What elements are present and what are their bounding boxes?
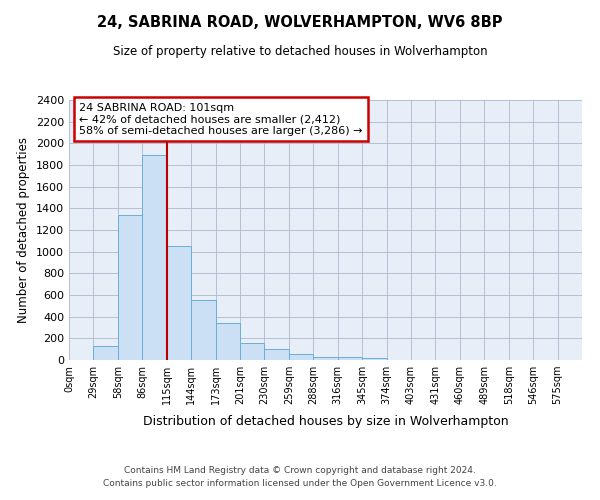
- Bar: [167, 246, 191, 360]
- Bar: [240, 342, 265, 360]
- Text: 24, SABRINA ROAD, WOLVERHAMPTON, WV6 8BP: 24, SABRINA ROAD, WOLVERHAMPTON, WV6 8BP: [97, 15, 503, 30]
- Bar: [142, 155, 167, 360]
- Bar: [94, 346, 118, 360]
- Bar: [118, 215, 142, 360]
- Text: Size of property relative to detached houses in Wolverhampton: Size of property relative to detached ho…: [113, 45, 487, 58]
- Bar: [265, 348, 289, 360]
- X-axis label: Distribution of detached houses by size in Wolverhampton: Distribution of detached houses by size …: [143, 416, 508, 428]
- Text: Contains HM Land Registry data © Crown copyright and database right 2024.
Contai: Contains HM Land Registry data © Crown c…: [103, 466, 497, 487]
- Bar: [191, 300, 215, 360]
- Bar: [215, 323, 240, 360]
- Bar: [338, 358, 362, 360]
- Bar: [313, 357, 338, 360]
- Text: 24 SABRINA ROAD: 101sqm
← 42% of detached houses are smaller (2,412)
58% of semi: 24 SABRINA ROAD: 101sqm ← 42% of detache…: [79, 102, 363, 136]
- Bar: [362, 358, 386, 360]
- Y-axis label: Number of detached properties: Number of detached properties: [17, 137, 31, 323]
- Bar: [289, 354, 313, 360]
